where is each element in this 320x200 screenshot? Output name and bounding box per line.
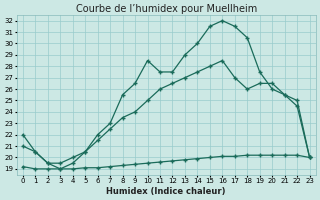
Title: Courbe de l’humidex pour Muellheim: Courbe de l’humidex pour Muellheim <box>76 4 257 14</box>
X-axis label: Humidex (Indice chaleur): Humidex (Indice chaleur) <box>107 187 226 196</box>
